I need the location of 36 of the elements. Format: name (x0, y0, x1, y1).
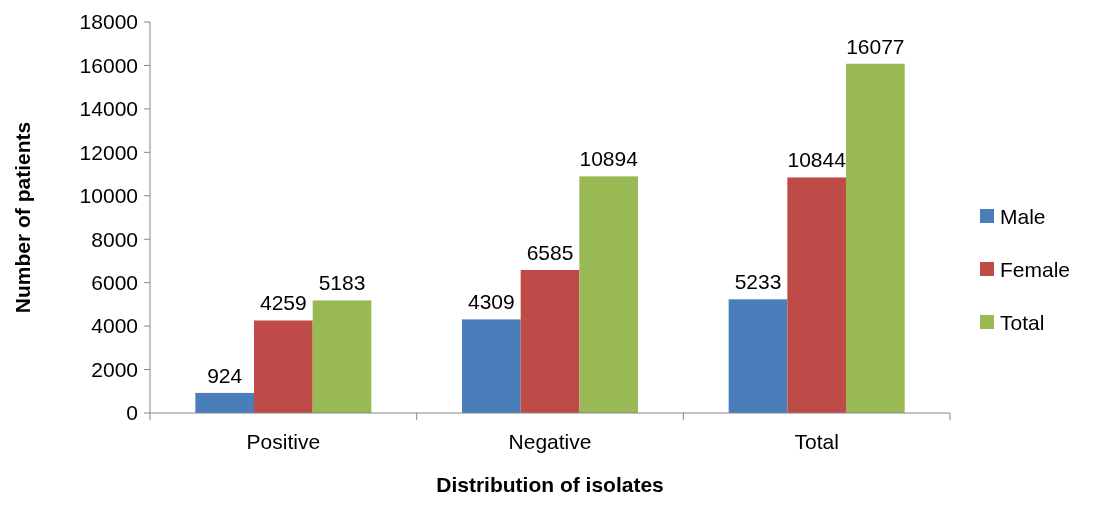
bar (312, 300, 372, 413)
data-label: 16077 (846, 34, 905, 58)
legend-label: Male (1000, 205, 1046, 229)
data-label: 4259 (259, 291, 307, 315)
bar (254, 320, 313, 413)
y-tick-label: 8000 (91, 227, 138, 251)
bar (195, 392, 254, 413)
bar (846, 63, 905, 413)
y-tick-label: 10000 (79, 184, 138, 208)
y-tick-label: 14000 (79, 97, 138, 121)
data-label: 5183 (318, 271, 366, 295)
y-tick-label: 16000 (79, 53, 138, 77)
legend-label: Total (1000, 311, 1045, 335)
legend-label: Female (1000, 258, 1071, 282)
bar (787, 177, 846, 413)
y-tick-label: 6000 (91, 271, 138, 295)
y-axis-title: Number of patients (11, 121, 34, 314)
y-tick-label: 4000 (91, 314, 138, 338)
data-label: 4309 (467, 290, 515, 314)
bar (462, 319, 521, 413)
bar (579, 176, 638, 413)
bar (520, 269, 580, 413)
bar (728, 299, 788, 413)
data-label: 924 (207, 363, 243, 387)
y-tick-label: 2000 (91, 357, 138, 381)
data-label: 10844 (787, 148, 847, 172)
data-label: 5233 (734, 270, 782, 294)
data-label: 6585 (526, 240, 574, 264)
x-tick-label: Total (794, 430, 839, 453)
y-tick-label: 0 (126, 401, 138, 425)
y-tick-label: 12000 (79, 140, 138, 164)
data-label: 10894 (579, 147, 639, 171)
y-tick-label: 18000 (79, 10, 138, 34)
x-axis-title: Distribution of isolates (436, 473, 664, 496)
x-tick-label: Positive (246, 430, 321, 453)
x-tick-label: Negative (508, 430, 592, 453)
